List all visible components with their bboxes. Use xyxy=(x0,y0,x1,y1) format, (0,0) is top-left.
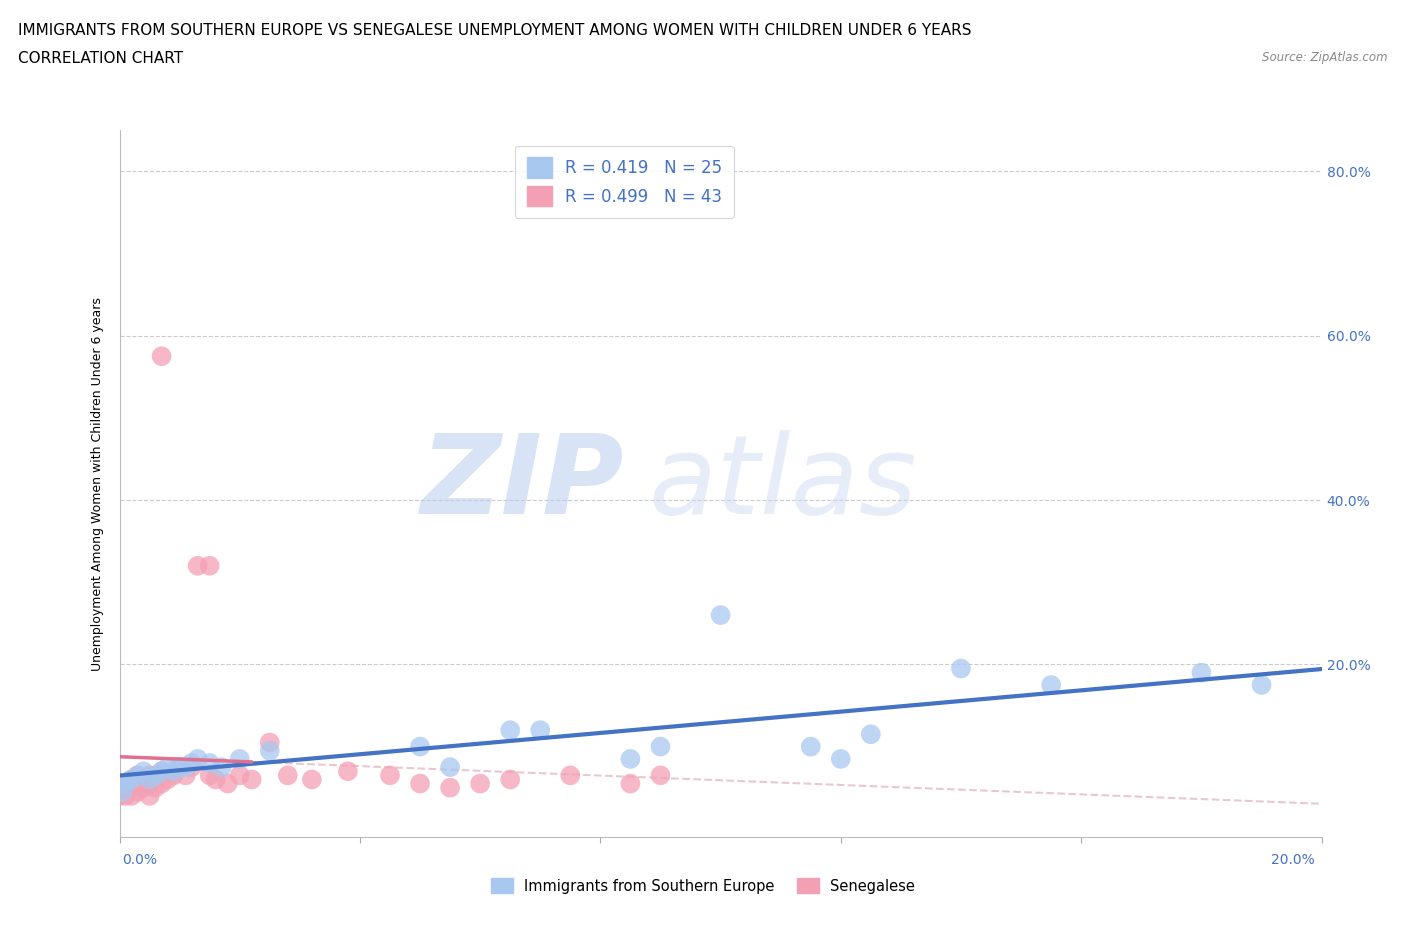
Point xyxy=(301,772,323,787)
Point xyxy=(114,780,136,795)
Text: 0.0%: 0.0% xyxy=(122,853,157,868)
Point xyxy=(127,768,149,783)
Point xyxy=(127,768,149,783)
Point xyxy=(156,772,179,787)
Point xyxy=(150,764,173,778)
Point xyxy=(1250,678,1272,693)
Point xyxy=(240,772,263,787)
Point xyxy=(127,777,149,791)
Legend: R = 0.419   N = 25, R = 0.499   N = 43: R = 0.419 N = 25, R = 0.499 N = 43 xyxy=(515,146,734,218)
Point xyxy=(121,772,143,787)
Point xyxy=(619,777,641,791)
Point xyxy=(439,760,461,775)
Point xyxy=(114,789,136,804)
Point xyxy=(950,661,973,676)
Point xyxy=(138,768,160,783)
Point xyxy=(174,760,197,775)
Point xyxy=(228,751,252,766)
Text: atlas: atlas xyxy=(648,430,917,538)
Point xyxy=(162,764,184,778)
Point xyxy=(187,751,209,766)
Point xyxy=(409,777,432,791)
Point xyxy=(277,768,299,783)
Point xyxy=(138,789,160,804)
Point xyxy=(468,777,492,791)
Point xyxy=(800,739,823,754)
Point xyxy=(145,768,167,783)
Y-axis label: Unemployment Among Women with Children Under 6 years: Unemployment Among Women with Children U… xyxy=(90,297,104,671)
Point xyxy=(228,768,252,783)
Point xyxy=(132,772,155,787)
Point xyxy=(560,768,582,783)
Point xyxy=(162,768,184,783)
Point xyxy=(150,764,173,778)
Point xyxy=(198,755,221,770)
Point xyxy=(499,723,522,737)
Point xyxy=(180,755,202,770)
Point xyxy=(150,777,173,791)
Text: IMMIGRANTS FROM SOUTHERN EUROPE VS SENEGALESE UNEMPLOYMENT AMONG WOMEN WITH CHIL: IMMIGRANTS FROM SOUTHERN EUROPE VS SENEG… xyxy=(18,23,972,38)
Point xyxy=(259,743,281,758)
Point xyxy=(145,768,167,783)
Point xyxy=(132,780,155,795)
Point xyxy=(709,607,731,622)
Text: 20.0%: 20.0% xyxy=(1271,853,1315,868)
Point xyxy=(187,558,209,573)
Point xyxy=(204,772,226,787)
Point xyxy=(138,777,160,791)
Point xyxy=(1040,678,1063,693)
Text: ZIP: ZIP xyxy=(420,430,624,538)
Point xyxy=(198,558,221,573)
Point xyxy=(180,760,202,775)
Point xyxy=(198,768,221,783)
Point xyxy=(121,772,143,787)
Point xyxy=(619,751,641,766)
Point xyxy=(121,780,143,795)
Point xyxy=(150,349,173,364)
Point xyxy=(378,768,401,783)
Point xyxy=(650,739,672,754)
Point xyxy=(859,727,882,742)
Point xyxy=(336,764,359,778)
Point xyxy=(217,777,239,791)
Point xyxy=(169,760,191,775)
Point xyxy=(259,735,281,750)
Point xyxy=(108,780,131,795)
Point xyxy=(121,789,143,804)
Point xyxy=(409,739,432,754)
Point xyxy=(169,760,191,775)
Text: CORRELATION CHART: CORRELATION CHART xyxy=(18,51,183,66)
Point xyxy=(114,777,136,791)
Point xyxy=(114,777,136,791)
Point xyxy=(174,768,197,783)
Point xyxy=(127,784,149,799)
Legend: Immigrants from Southern Europe, Senegalese: Immigrants from Southern Europe, Senegal… xyxy=(485,872,921,899)
Point xyxy=(132,764,155,778)
Point xyxy=(650,768,672,783)
Point xyxy=(138,772,160,787)
Point xyxy=(529,723,551,737)
Point xyxy=(156,760,179,775)
Point xyxy=(108,789,131,804)
Point xyxy=(499,772,522,787)
Text: Source: ZipAtlas.com: Source: ZipAtlas.com xyxy=(1263,51,1388,64)
Point xyxy=(211,760,233,775)
Point xyxy=(145,780,167,795)
Point xyxy=(439,780,461,795)
Point xyxy=(111,784,134,799)
Point xyxy=(830,751,852,766)
Point xyxy=(1189,665,1212,680)
